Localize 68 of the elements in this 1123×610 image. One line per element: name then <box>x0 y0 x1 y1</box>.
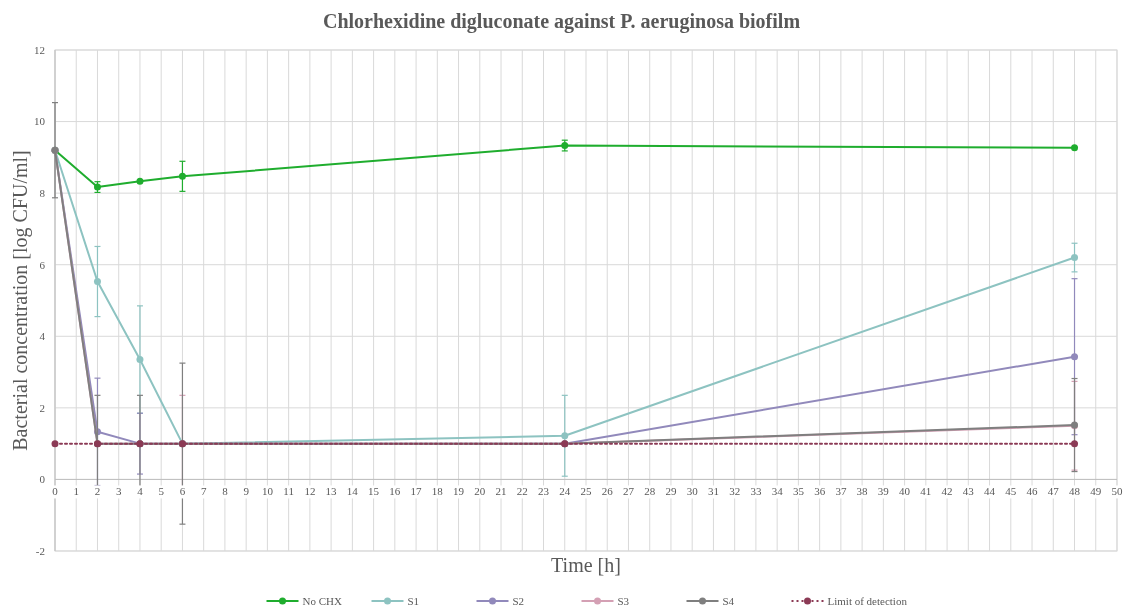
x-tick-label: 16 <box>389 485 401 498</box>
legend-label: No CHX <box>302 594 342 607</box>
x-tick-label: 38 <box>856 485 869 498</box>
y-axis-title: Bacterial concentration [log CFU/ml] <box>9 150 32 451</box>
x-tick-label: 45 <box>1005 485 1017 498</box>
x-tick-label: 40 <box>899 485 911 498</box>
y-tick-label: 0 <box>39 473 46 486</box>
y-tick-label: 12 <box>34 43 45 56</box>
y-tick-label: 2 <box>39 401 45 414</box>
x-tick-label: 11 <box>283 485 294 498</box>
x-tick-label: 37 <box>835 485 847 498</box>
y-tick-label: 6 <box>39 258 46 271</box>
x-tick-label: 43 <box>962 485 975 498</box>
legend-label: S4 <box>722 594 735 607</box>
x-tick-label: 15 <box>368 485 380 498</box>
x-tick-label: 39 <box>877 485 890 498</box>
x-tick-label: 44 <box>984 485 996 498</box>
x-tick-label: 31 <box>707 485 719 498</box>
x-tick-label: 25 <box>580 485 592 498</box>
chart-title: Chlorhexidine digluconate against P. aeruginosa biofilm <box>322 10 801 33</box>
x-tick-label: 21 <box>495 485 507 498</box>
x-tick-label: 33 <box>750 485 762 498</box>
x-tick-label: 36 <box>814 485 826 498</box>
x-tick-label: 27 <box>622 485 635 498</box>
x-tick-label: 42 <box>941 485 953 498</box>
legend-label: Limit of detection <box>827 594 908 607</box>
x-tick-label: 23 <box>538 485 550 498</box>
x-tick-label: 7 <box>200 485 207 498</box>
legend-label: S3 <box>617 594 630 607</box>
legend-label: S1 <box>407 594 420 607</box>
x-tick-label: 18 <box>431 485 444 498</box>
x-axis-title: Time [h] <box>551 554 621 576</box>
x-tick-label: 48 <box>1069 485 1081 498</box>
x-tick-label: 1 <box>73 485 79 498</box>
x-tick-label: 46 <box>1026 485 1039 498</box>
x-tick-label: 49 <box>1090 485 1102 498</box>
x-tick-label: 12 <box>304 485 316 498</box>
x-tick-label: 13 <box>325 485 338 498</box>
x-tick-label: 20 <box>474 485 486 498</box>
y-tick-label: 8 <box>39 186 46 199</box>
x-tick-label: 32 <box>729 485 741 498</box>
x-tick-label: 5 <box>158 485 165 498</box>
x-tick-label: 34 <box>771 485 784 498</box>
x-tick-label: 35 <box>792 485 805 498</box>
x-tick-label: 8 <box>222 485 229 498</box>
legend-label: S2 <box>512 594 525 607</box>
y-tick-label: 4 <box>39 330 46 343</box>
x-tick-label: 0 <box>52 485 59 498</box>
x-tick-label: 26 <box>601 485 614 498</box>
x-tick-label: 9 <box>243 485 250 498</box>
x-tick-label: 47 <box>1047 485 1060 498</box>
x-tick-label: 14 <box>346 485 359 498</box>
x-tick-label: 28 <box>644 485 656 498</box>
x-tick-label: 17 <box>410 485 423 498</box>
x-tick-label: 19 <box>453 485 465 498</box>
x-tick-label: 10 <box>261 485 274 498</box>
x-tick-label: 29 <box>665 485 677 498</box>
x-tick-label: 6 <box>179 485 186 498</box>
x-tick-label: 22 <box>516 485 528 498</box>
x-tick-label: 24 <box>559 485 571 498</box>
x-tick-label: 2 <box>94 485 101 498</box>
y-tick-label: 10 <box>34 115 46 128</box>
x-tick-label: 50 <box>1111 485 1123 498</box>
x-tick-label: 41 <box>920 485 932 498</box>
x-tick-label: 3 <box>115 485 122 498</box>
x-tick-label: 4 <box>137 485 144 498</box>
y-tick-label: -2 <box>35 544 45 557</box>
x-tick-label: 30 <box>686 485 699 498</box>
